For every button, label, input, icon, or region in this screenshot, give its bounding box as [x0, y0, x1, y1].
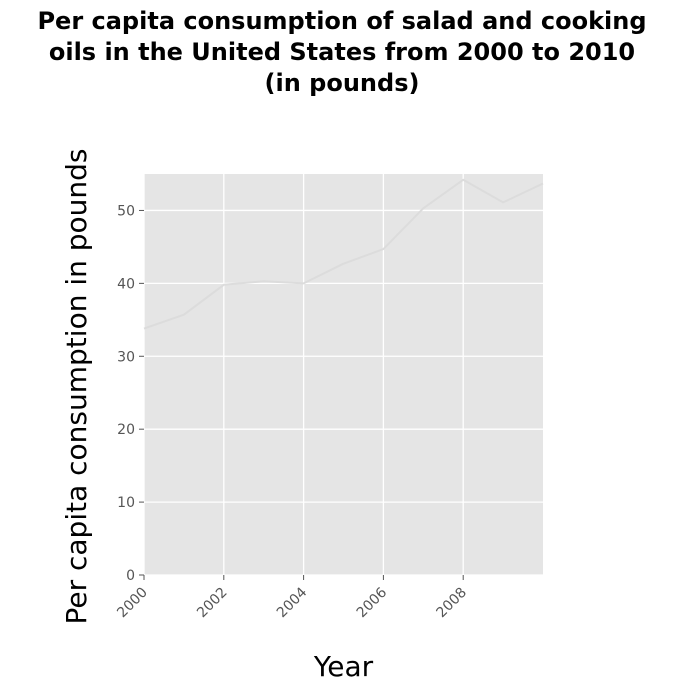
x-tick-label: 2008	[434, 585, 471, 622]
y-tick-label: 50	[117, 203, 135, 219]
series-line	[143, 178, 544, 330]
y-axis-label: Per capita consumption in pounds	[60, 148, 93, 624]
y-tick-label: 30	[117, 349, 135, 365]
y-tick-label: 0	[126, 568, 135, 584]
series-layer	[143, 178, 544, 330]
x-axis-label: Year	[313, 650, 374, 683]
x-tick-label: 2006	[354, 584, 391, 621]
chart-title-line-3: (in pounds)	[264, 69, 420, 97]
y-tick-label: 40	[117, 276, 135, 292]
chart-title-line-2: oils in the United States from 2000 to 2…	[48, 38, 636, 66]
x-tick-label: 2002	[194, 585, 231, 622]
chart-title: Per capita consumption of salad and cook…	[0, 6, 684, 99]
chart-title-line-1: Per capita consumption of salad and cook…	[37, 7, 647, 35]
y-tick-label: 10	[117, 495, 135, 511]
x-tick-label: 2000	[114, 585, 151, 622]
plot-area	[144, 174, 543, 575]
x-tick-label: 2004	[274, 584, 311, 621]
y-tick-label: 20	[117, 422, 135, 438]
grid-lines	[143, 174, 543, 576]
